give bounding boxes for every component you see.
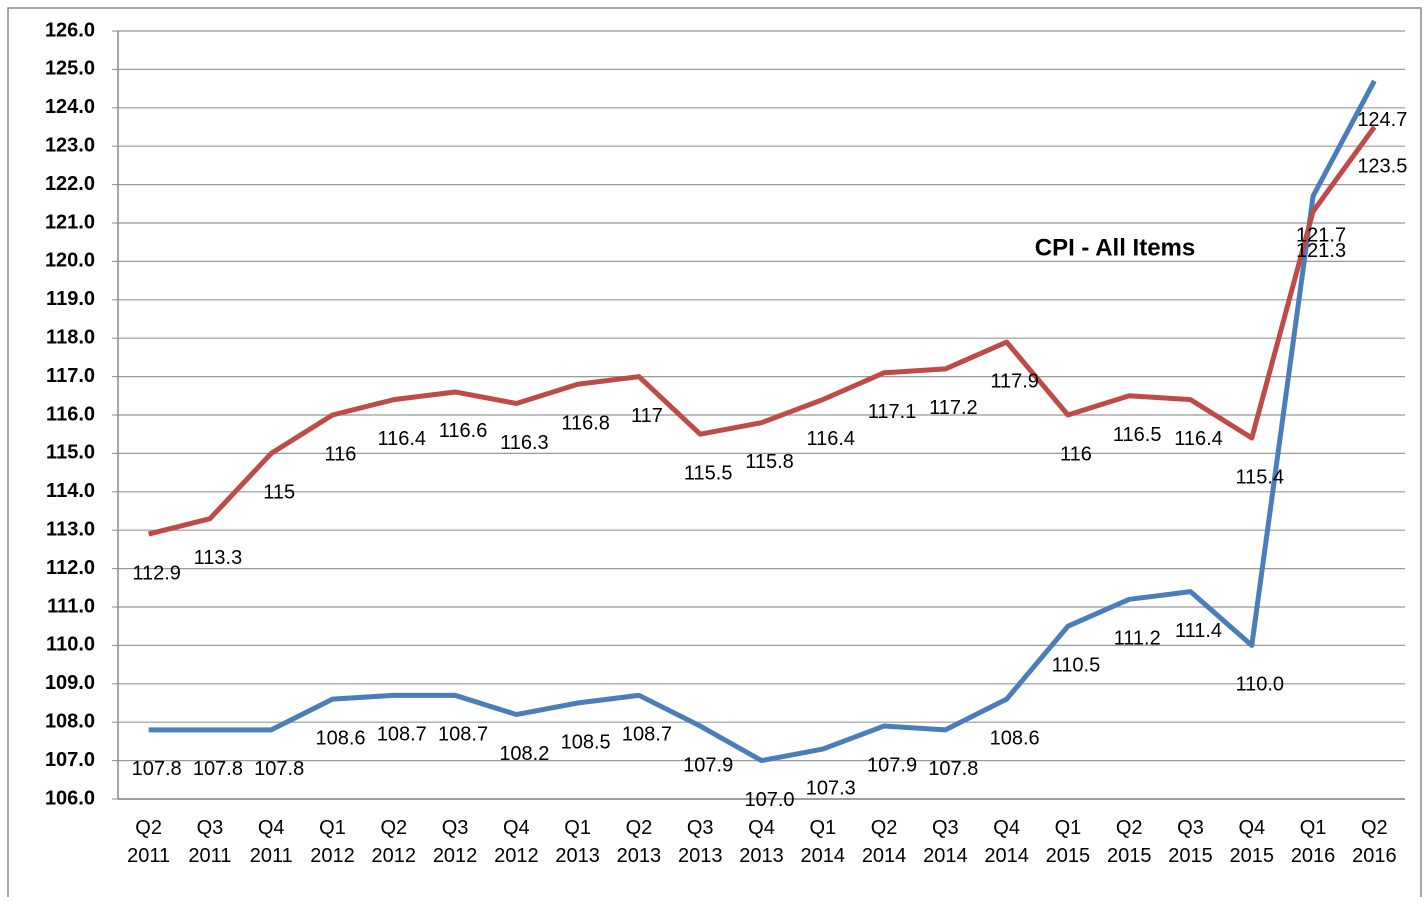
data-label: 107.9 <box>683 754 733 776</box>
x-tick-label: Q1 2016 <box>1291 817 1336 867</box>
x-tick-label: Q3 2012 <box>433 817 478 867</box>
x-tick-label: Q2 2012 <box>372 817 417 867</box>
data-label: 116.4 <box>377 428 426 450</box>
annotation: CPI - All Items <box>1035 234 1195 261</box>
data-label: 117.9 <box>990 370 1039 392</box>
y-tick-label: 120.0 <box>45 250 95 272</box>
series-line <box>148 125 1377 537</box>
series-line <box>148 79 1377 764</box>
x-tick-label: Q1 2014 <box>801 817 846 867</box>
y-tick-label: 112.0 <box>46 557 95 579</box>
x-tick-label: Q4 2013 <box>739 817 784 867</box>
y-tick-label: 106.0 <box>45 787 95 809</box>
x-tick-label: Q3 2013 <box>678 817 723 867</box>
y-tick-label: 110.0 <box>46 634 95 656</box>
data-label: 108.6 <box>315 727 365 749</box>
y-tick-label: 119.0 <box>46 288 95 310</box>
data-label: 116.4 <box>1174 428 1223 450</box>
data-label: 115 <box>263 482 295 504</box>
y-tick-label: 125.0 <box>45 58 95 80</box>
data-label: 113.3 <box>194 547 243 569</box>
data-label: 107.0 <box>744 789 794 811</box>
data-label: 107.8 <box>193 758 243 780</box>
y-tick-label: 123.0 <box>45 134 95 156</box>
data-label: 116 <box>1060 443 1092 465</box>
data-label: 116.6 <box>439 420 488 442</box>
data-label: 107.8 <box>132 758 182 780</box>
x-tick-label: Q1 2013 <box>555 817 600 867</box>
y-tick-label: 107.0 <box>45 749 95 771</box>
data-label: 111.4 <box>1175 620 1222 642</box>
data-label: 116.4 <box>806 428 855 450</box>
data-label: 115.8 <box>745 451 794 473</box>
data-label: 115.5 <box>684 462 733 484</box>
data-label: 112.9 <box>132 562 181 584</box>
data-label: 107.3 <box>806 777 856 799</box>
data-label: 108.6 <box>990 727 1040 749</box>
x-tick-label: Q4 2014 <box>984 817 1029 867</box>
data-label: 121.3 <box>1296 240 1346 262</box>
y-tick-label: 109.0 <box>45 672 95 694</box>
x-tick-label: Q2 2013 <box>617 817 662 867</box>
data-label: 108.7 <box>377 724 427 746</box>
x-tick-label: Q4 2012 <box>494 817 539 867</box>
data-label: 117 <box>631 405 663 427</box>
data-label: 123.5 <box>1357 155 1407 177</box>
x-tick-label: Q2 2011 <box>127 817 170 867</box>
data-label: 108.7 <box>622 724 672 746</box>
x-tick-label: Q1 2012 <box>310 817 355 867</box>
plot <box>148 79 1377 764</box>
x-tick-label: Q3 2011 <box>188 817 231 867</box>
x-tick-label: Q4 2011 <box>250 817 293 867</box>
y-tick-label: 118.0 <box>46 326 95 348</box>
data-label: 108.7 <box>438 724 488 746</box>
x-tick-label: Q2 2016 <box>1352 817 1397 867</box>
x-tick-label: Q4 2015 <box>1230 817 1275 867</box>
y-tick-label: 111.0 <box>47 595 95 617</box>
data-label: 121.7 <box>1296 224 1346 246</box>
data-label: 116.5 <box>1113 424 1162 446</box>
data-label: 117.1 <box>868 401 917 423</box>
data-label: 116.8 <box>561 413 610 435</box>
y-tick-label: 121.0 <box>45 211 95 233</box>
y-tick-label: 122.0 <box>45 173 95 195</box>
data-label: 107.9 <box>867 754 917 776</box>
data-label: 110.0 <box>1235 674 1284 696</box>
data-label: 117.2 <box>929 397 978 419</box>
y-tick-label: 108.0 <box>45 710 95 732</box>
chart-frame <box>7 7 1422 902</box>
data-label: 107.8 <box>254 758 304 780</box>
x-tick-label: Q3 2015 <box>1168 817 1213 867</box>
data-label: 108.5 <box>561 731 611 753</box>
y-tick-label: 124.0 <box>45 96 95 118</box>
y-tick-label: 126.0 <box>45 19 95 41</box>
data-label: 115.4 <box>1235 466 1284 488</box>
x-tick-label: Q1 2015 <box>1046 817 1091 867</box>
data-label: 116 <box>325 443 357 465</box>
data-label: 111.2 <box>1114 628 1161 650</box>
data-label: 108.2 <box>499 743 549 765</box>
x-tick-label: Q3 2014 <box>923 817 968 867</box>
x-tick-label: Q2 2014 <box>862 817 907 867</box>
labels: 107.8 107.8 107.8 108.6 108.7 108.7 108.2 108.5… <box>132 109 1408 811</box>
y-tick-label: 115.0 <box>46 442 95 464</box>
data-label: 116.3 <box>500 432 549 454</box>
data-label: 124.7 <box>1357 109 1407 131</box>
y-tick-label: 117.0 <box>46 365 95 387</box>
x-tick-label: Q2 2015 <box>1107 817 1152 867</box>
y-tick-label: 113.0 <box>46 518 95 540</box>
data-label: 107.8 <box>928 758 978 780</box>
y-tick-label: 114.0 <box>46 480 95 502</box>
grid: 106.0 107.0 108.0 109.0 110.0 111.0 112.0 113.0… <box>45 19 1405 867</box>
data-label: 110.5 <box>1052 654 1101 676</box>
y-tick-label: 116.0 <box>46 403 95 425</box>
